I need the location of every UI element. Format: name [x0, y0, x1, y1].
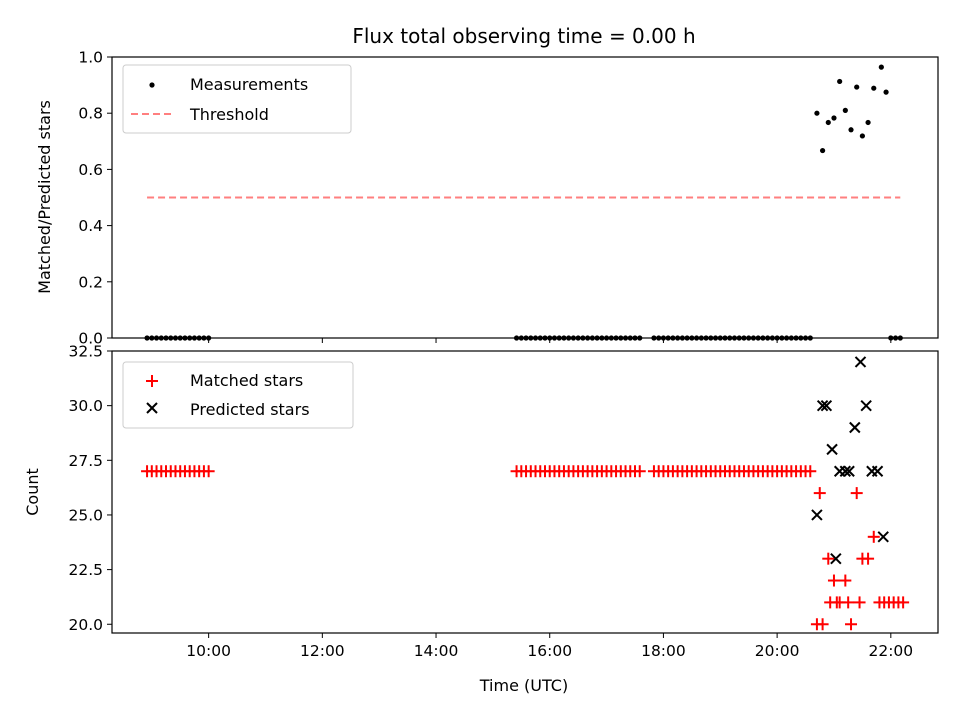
top-legend: Measurements Threshold	[122, 64, 352, 134]
top-legend-box	[122, 64, 352, 134]
matched-star-point	[897, 596, 910, 609]
matched-star-point	[804, 465, 817, 478]
legend-measurements-marker	[149, 82, 155, 88]
measurement-point	[865, 119, 871, 126]
measurement-point	[825, 119, 831, 126]
legend-matched-marker	[146, 375, 158, 387]
bottom-axes-frame	[111, 350, 939, 634]
measurement-point	[871, 85, 877, 91]
predicted-star-point	[826, 443, 838, 456]
measurement-point	[848, 127, 854, 133]
top-y-tick-label: 0.8	[78, 105, 103, 123]
predicted-star-point	[854, 356, 867, 368]
predicted-star-point	[849, 421, 861, 434]
predicted-star-point	[871, 465, 884, 477]
matched-star-point	[850, 487, 863, 500]
measurement-point	[883, 89, 889, 95]
x-tick-label: 16:00	[527, 642, 572, 660]
x-tick-label: 20:00	[755, 642, 800, 660]
measurement-point	[854, 84, 860, 90]
x-tick-label: 18:00	[641, 642, 686, 660]
measurement-point	[859, 133, 865, 139]
chart-title: Flux total observing time = 0.00 h	[352, 24, 695, 48]
bottom-y-tick-label: 30.0	[68, 397, 103, 415]
bottom-y-tick-label: 27.5	[68, 452, 103, 470]
bottom-y-tick-label: 32.5	[68, 343, 103, 361]
measurement-point	[842, 107, 848, 113]
predicted-star-point	[839, 465, 852, 477]
measurement-point	[837, 78, 843, 85]
matched-star-point	[202, 465, 215, 478]
top-panel: 0.0 0.2 0.4 0.6 0.8 1.0 Matched/Predicted sta…	[35, 49, 939, 348]
top-plot-area	[144, 64, 903, 341]
matched-star-point	[853, 596, 866, 609]
bottom-panel: 20.0 22.5 25.0 27.5 30.0 32.5 10:00 12:00 14:00…	[23, 343, 939, 695]
measurement-point	[814, 110, 820, 116]
predicted-star-point	[843, 465, 855, 477]
matched-star-point	[862, 552, 875, 565]
matched-star-point	[830, 596, 843, 609]
bottom-y-ticks: 20.0 22.5 25.0 27.5 30.0 32.5	[68, 343, 112, 634]
measurement-point	[878, 64, 884, 70]
bottom-legend: Matched stars Predicted stars	[122, 361, 354, 429]
predicted-star-point	[811, 509, 823, 521]
x-tick-label: 10:00	[186, 642, 231, 660]
x-tick-label: 14:00	[414, 642, 459, 660]
legend-matched-label: Matched stars	[190, 371, 303, 390]
x-tick-label: 22:00	[868, 642, 913, 660]
matched-star-point	[633, 465, 646, 478]
bottom-y-tick-label: 22.5	[68, 561, 103, 579]
matched-star-point	[813, 487, 826, 500]
x-axis-label: Time (UTC)	[479, 676, 568, 695]
legend-predicted-label: Predicted stars	[190, 400, 310, 419]
bottom-y-axis-label: Count	[23, 468, 42, 516]
matched-star-point	[816, 618, 829, 631]
top-axes-frame	[111, 56, 939, 339]
measurement-point	[819, 147, 826, 154]
legend-measurements-label: Measurements	[190, 75, 308, 94]
predicted-star-point	[830, 552, 842, 565]
predicted-star-point	[860, 399, 872, 412]
bottom-y-tick-label: 25.0	[68, 506, 103, 524]
predicted-star-point	[820, 399, 833, 412]
bottom-legend-box	[122, 361, 354, 429]
bottom-y-tick-label: 20.0	[68, 616, 103, 634]
legend-predicted-marker	[146, 402, 158, 414]
measurement-point	[831, 115, 837, 121]
matched-star-point	[827, 574, 840, 587]
x-tick-label: 12:00	[300, 642, 345, 660]
predicted-star-point	[816, 399, 829, 412]
matched-star-point	[839, 574, 852, 587]
matched-star-point	[867, 530, 880, 543]
bottom-x-ticks: 10:00 12:00 14:00 16:00 18:00 20:00 22:00	[186, 633, 913, 660]
top-y-tick-label: 1.0	[78, 49, 103, 67]
predicted-star-point	[877, 531, 889, 543]
top-y-axis-label: Matched/Predicted stars	[35, 100, 54, 294]
top-y-tick-label: 0.0	[78, 330, 103, 348]
matched-star-point	[845, 618, 858, 631]
top-y-tick-label: 0.4	[78, 217, 103, 235]
top-y-tick-label: 0.2	[78, 273, 103, 291]
matched-star-point	[822, 552, 835, 565]
legend-threshold-label: Threshold	[189, 105, 269, 124]
bottom-plot-area	[141, 356, 910, 631]
top-y-tick-label: 0.6	[78, 161, 103, 179]
top-y-ticks: 0.0 0.2 0.4 0.6 0.8 1.0	[78, 49, 112, 348]
matched-star-point	[842, 596, 855, 609]
